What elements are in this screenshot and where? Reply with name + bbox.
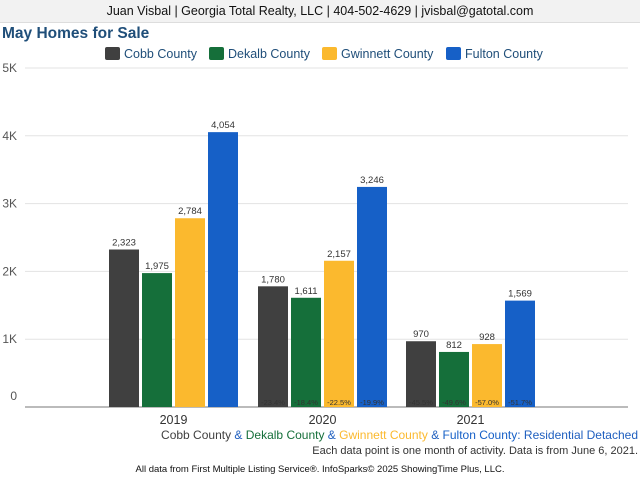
caption-segment: Cobb County — [161, 428, 232, 442]
caption-segment: Dekalb County — [245, 428, 325, 442]
y-tick-label: 4K — [2, 129, 17, 143]
y-tick-label: 3K — [2, 197, 17, 211]
x-tick-label: 2019 — [160, 413, 188, 427]
percent-change-label: -23.4% — [261, 398, 285, 407]
data-note: Each data point is one month of activity… — [312, 445, 638, 457]
caption-segment: Gwinnett County — [339, 428, 428, 442]
bar — [142, 273, 172, 407]
y-tick-label: 1K — [2, 332, 17, 346]
percent-change-label: -18.4% — [294, 398, 318, 407]
legend-label: Fulton County — [465, 47, 544, 61]
bar — [291, 297, 321, 407]
bar-value-label: 1,780 — [261, 274, 285, 285]
caption-segment: & — [231, 428, 246, 442]
y-tick-label: 2K — [2, 264, 17, 278]
bar — [439, 351, 469, 407]
bar — [208, 132, 238, 407]
bar-value-label: 1,569 — [508, 289, 532, 300]
bar — [109, 249, 139, 407]
legend-label: Dekalb County — [228, 47, 311, 61]
percent-change-label: -45.5% — [409, 398, 433, 407]
bar — [406, 341, 436, 407]
legend-swatch — [105, 47, 120, 60]
legend-label: Gwinnett County — [341, 47, 434, 61]
legend-label: Cobb County — [124, 47, 198, 61]
bar-value-label: 812 — [446, 340, 462, 351]
source-credit: All data from First Multiple Listing Ser… — [135, 464, 505, 475]
bar-value-label: 3,246 — [360, 175, 384, 186]
bar-value-label: 2,784 — [178, 206, 202, 217]
percent-change-label: -51.7% — [508, 398, 532, 407]
bar — [258, 286, 288, 407]
y-tick-label: 0 — [10, 389, 17, 403]
legend-swatch — [322, 47, 337, 60]
bar — [357, 186, 387, 407]
bar-value-label: 970 — [413, 329, 429, 340]
bar-value-label: 2,323 — [112, 238, 136, 249]
bar — [472, 344, 502, 407]
chart-title: May Homes for Sale — [2, 25, 150, 42]
bar-value-label: 1,975 — [145, 261, 169, 272]
bar-value-label: 4,054 — [211, 120, 235, 131]
x-tick-label: 2020 — [309, 413, 337, 427]
y-tick-label: 5K — [2, 61, 17, 75]
bar-value-label: 928 — [479, 332, 495, 343]
caption-segment: & — [324, 428, 340, 442]
caption-segment: & — [427, 428, 443, 442]
bar-value-label: 1,611 — [294, 286, 317, 297]
series-caption: Cobb County & Dekalb County & Gwinnett C… — [161, 428, 638, 442]
bar — [175, 218, 205, 407]
caption-segment: Fulton County — [442, 428, 518, 442]
legend-swatch — [209, 47, 224, 60]
percent-change-label: -49.6% — [442, 398, 466, 407]
contact-header: Juan Visbal | Georgia Total Realty, LLC … — [0, 0, 640, 23]
legend-swatch — [446, 47, 461, 60]
percent-change-label: -22.5% — [327, 398, 351, 407]
caption-segment: : Residential Detached — [517, 428, 638, 442]
bar — [505, 300, 535, 407]
bar-value-label: 2,157 — [327, 249, 351, 260]
x-tick-label: 2021 — [457, 413, 485, 427]
percent-change-label: -19.9% — [360, 398, 384, 407]
bar — [324, 260, 354, 407]
percent-change-label: -57.0% — [475, 398, 499, 407]
